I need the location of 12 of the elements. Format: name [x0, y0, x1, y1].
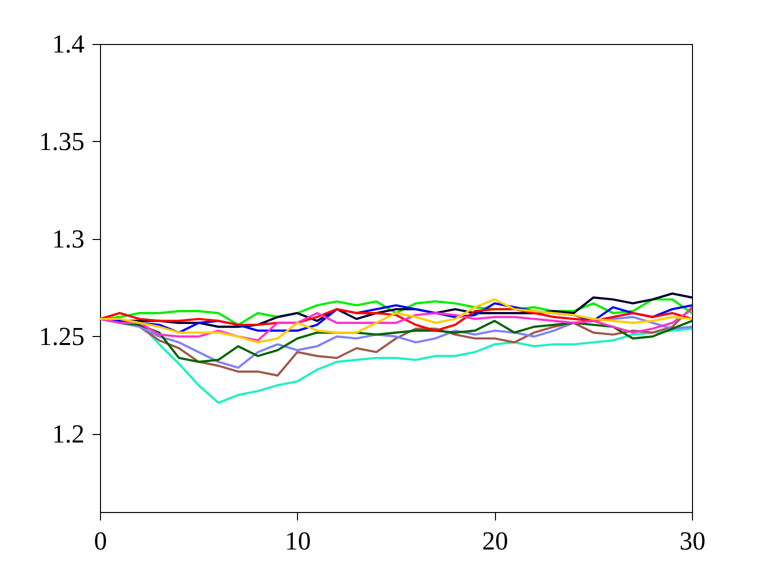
- x-tick-label: 10: [284, 526, 311, 556]
- line-series: [98, 298, 694, 344]
- y-tick-label: 1.3: [52, 224, 84, 254]
- y-tick-label: 1.25: [39, 322, 84, 351]
- y-tick-label: 1.35: [39, 127, 84, 156]
- line-series: [98, 308, 694, 332]
- y-tick-label: 1.4: [52, 30, 84, 58]
- x-tick-label: 20: [482, 526, 508, 556]
- y-tick-label: 1.2: [52, 420, 84, 448]
- x-tick-label: 30: [680, 526, 706, 556]
- x-tick-label: 0: [94, 526, 107, 556]
- line-series: [98, 308, 694, 342]
